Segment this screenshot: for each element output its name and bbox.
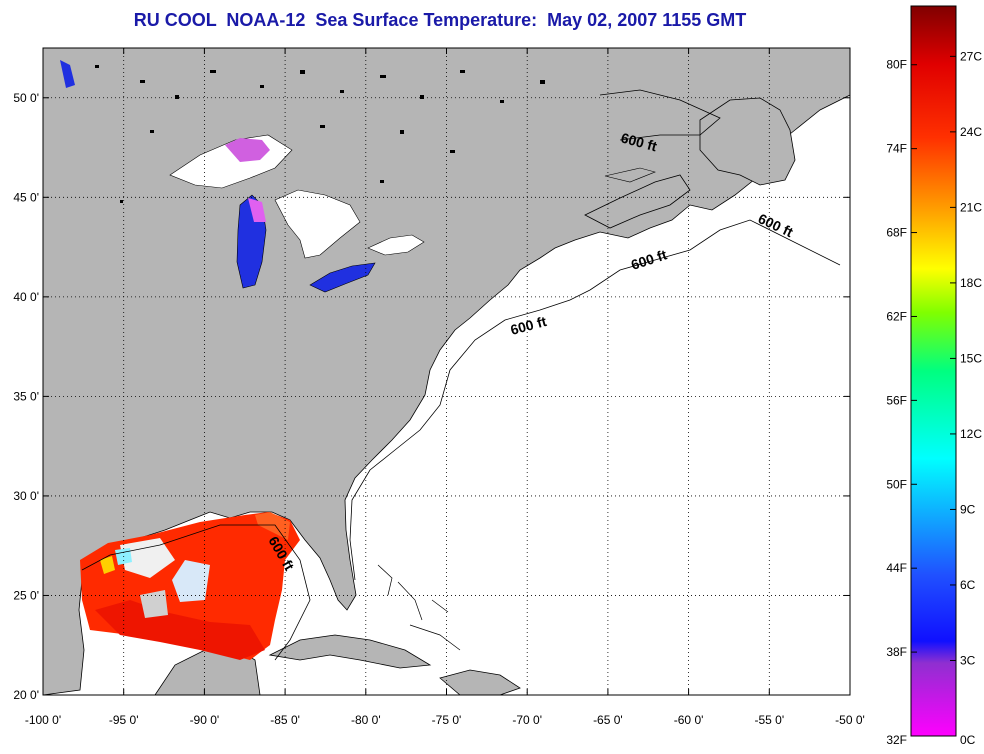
lat-tick-label: 35 0' [13, 389, 39, 403]
lat-tick-label: 20 0' [13, 688, 39, 702]
lat-tick-label: 30 0' [13, 489, 39, 503]
small-lakes [95, 65, 545, 203]
lon-tick-label: -80 0' [351, 713, 381, 727]
lon-tick-label: -90 0' [190, 713, 220, 727]
colorbar-celsius-label: 9C [960, 502, 976, 516]
colorbar-fahrenheit-label: 74F [886, 142, 907, 156]
land-bahamas [377, 564, 461, 651]
colorbar-celsius-label: 6C [960, 578, 976, 592]
land-newfoundland [699, 97, 796, 186]
land-cuba [268, 634, 432, 669]
colorbar-fahrenheit-label: 38F [886, 645, 907, 659]
lon-tick-label: -70 0' [512, 713, 542, 727]
colorbar-fahrenheit-label: 62F [886, 309, 907, 323]
latitude-ticks: 20 0' 25 0' 30 0' 35 0' 40 0' 45 0' 50 0' [13, 91, 850, 702]
lat-tick-label: 50 0' [13, 91, 39, 105]
lake-ontario [367, 234, 425, 256]
lat-tick-label: 45 0' [13, 190, 39, 204]
colorbar-fahrenheit-label: 50F [886, 477, 907, 491]
lon-tick-label: -85 0' [270, 713, 300, 727]
land-anticosti [604, 167, 656, 183]
lon-tick-label: -55 0' [754, 713, 784, 727]
lon-tick-label: -60 0' [674, 713, 704, 727]
colorbar-celsius-labels: 0C 3C 6C 9C 12C 15C 18C 21C 24C 27C [950, 49, 982, 747]
lon-tick-label: -65 0' [593, 713, 623, 727]
lake-erie [309, 262, 376, 293]
colorbar-fahrenheit-labels: 32F 38F 44F 50F 56F 62F 68F 74F 80F [886, 58, 917, 747]
colorbar-celsius-label: 3C [960, 653, 976, 667]
great-lakes [169, 134, 425, 293]
lon-tick-label: -75 0' [432, 713, 462, 727]
lat-tick-label: 25 0' [13, 588, 39, 602]
land-nova-scotia [584, 174, 691, 229]
longitude-ticks: -100 0' -95 0' -90 0' -85 0' -80 0' -75 0' -70… [25, 48, 865, 727]
lat-tick-label: 40 0' [13, 290, 39, 304]
colorbar-fahrenheit-label: 68F [886, 226, 907, 240]
shelf-contour-600ft [349, 219, 841, 581]
land-hispaniola [439, 669, 521, 695]
lake-winnipeg [60, 60, 75, 88]
colorbar-fahrenheit-label: 32F [886, 733, 907, 747]
colorbar-celsius-label: 27C [960, 49, 982, 63]
colorbar-celsius-label: 0C [960, 733, 976, 747]
colorbar-celsius-label: 18C [960, 276, 982, 290]
colorbar-celsius-label: 15C [960, 351, 982, 365]
sst-gulf-of-mexico [80, 512, 300, 660]
colorbar-celsius-label: 24C [960, 125, 982, 139]
lon-tick-label: -100 0' [25, 713, 61, 727]
colorbar-celsius-label: 12C [960, 427, 982, 441]
colorbar [910, 5, 957, 737]
colorbar-fahrenheit-label: 56F [886, 393, 907, 407]
map-title: RU COOL NOAA-12 Sea Surface Temperature:… [133, 10, 747, 30]
colorbar-celsius-label: 21C [960, 200, 982, 214]
lake-huron [274, 189, 361, 259]
lon-tick-label: -50 0' [835, 713, 865, 727]
colorbar-fahrenheit-label: 44F [886, 561, 907, 575]
colorbar-fahrenheit-label: 80F [886, 58, 907, 72]
lon-tick-label: -95 0' [109, 713, 139, 727]
map-frame [42, 47, 851, 696]
shelf-contour-600ft-gulf [81, 524, 311, 661]
map-gridlines [43, 48, 850, 695]
